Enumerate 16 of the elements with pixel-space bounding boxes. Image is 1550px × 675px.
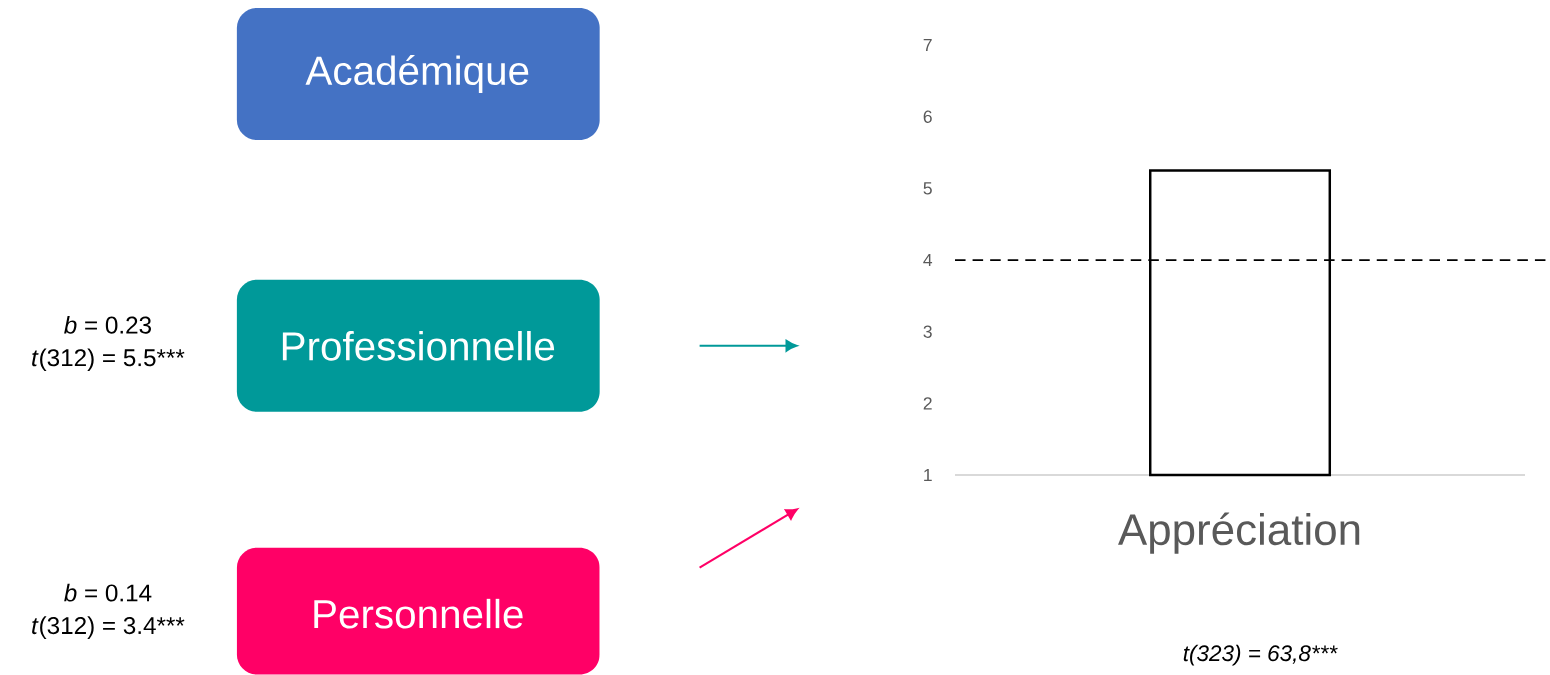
category-label: Professionnelle xyxy=(282,330,555,361)
x-tick-label: Appréciation xyxy=(1118,512,1360,554)
y-tick-label: 4 xyxy=(923,253,933,267)
y-tick-label: 6 xyxy=(923,110,932,123)
text: t(323) = 63,8*** xyxy=(1183,644,1338,666)
y-tick-label: 1 xyxy=(924,468,932,482)
text: b = 0.23 xyxy=(64,315,151,334)
y-tick-label: 2 xyxy=(923,397,932,410)
text: t(312) = 5.5*** xyxy=(32,348,185,372)
y-tick-label: 5 xyxy=(923,182,932,195)
y-tick-label: 3 xyxy=(923,325,932,338)
text: b = 0.14 xyxy=(64,583,152,602)
category-label: Personnelle xyxy=(314,598,523,629)
category-label: Académique xyxy=(305,54,529,94)
text: t(312) = 3.4*** xyxy=(32,616,185,639)
y-tick-label: 7 xyxy=(923,39,932,52)
